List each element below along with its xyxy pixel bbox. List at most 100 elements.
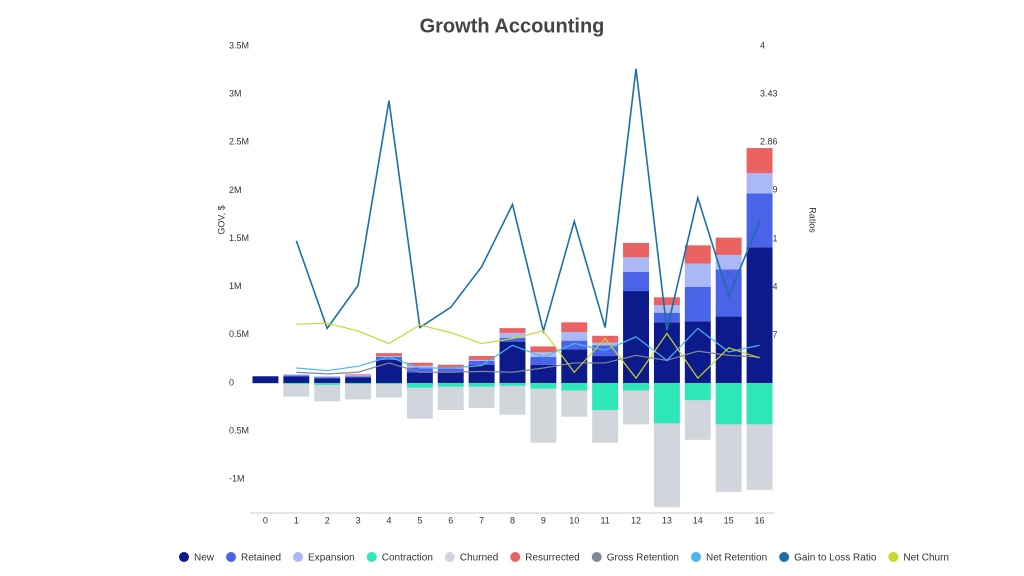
bar-segment: [684, 245, 711, 264]
x-tick-label: 11: [600, 515, 609, 525]
bar-segment: [684, 400, 711, 440]
legend-swatch: [591, 552, 602, 562]
bar-segment: [283, 383, 310, 384]
bar-segment: [345, 383, 372, 384]
bar-segment: [746, 424, 773, 490]
bar-segment: [592, 342, 619, 346]
bar-segment: [561, 331, 588, 341]
bar-segment: [623, 383, 649, 391]
legend: New Retained Expansion Contraction Churned Re…: [179, 552, 949, 564]
bar-segment: [499, 332, 526, 338]
bar-segment: [592, 356, 619, 384]
bar-segment: [746, 148, 773, 174]
legend-swatch: [226, 552, 237, 562]
bar-segment: [623, 271, 649, 292]
legend-label: Net Churn: [903, 553, 949, 564]
bar-segment: [345, 377, 372, 384]
y-axis-label: GOV, $: [216, 205, 226, 234]
bar-segment: [376, 353, 402, 357]
bar-segment: [561, 390, 588, 417]
y-tick-label: 3M: [229, 89, 242, 99]
bar-segment: [653, 297, 680, 306]
line: [295, 68, 761, 335]
bar-segment: [746, 383, 773, 425]
bar-segment: [715, 383, 742, 425]
legend-swatch: [444, 552, 455, 562]
y-tick-label: 2M: [229, 185, 242, 195]
bar-segment: [530, 346, 557, 353]
line: [296, 327, 760, 372]
x-tick-label: 12: [631, 515, 641, 525]
bar-segment: [283, 383, 310, 397]
y-tick-label: 0.5M: [229, 426, 249, 436]
bar-segment: [653, 423, 680, 508]
bar-segment: [715, 254, 742, 270]
bar-segment: [376, 359, 402, 384]
bar-segment: [376, 357, 402, 360]
bar-segment: [468, 360, 495, 365]
x-tick-label: 6: [448, 515, 453, 525]
x-tick-label: 2: [325, 515, 330, 525]
bar-segment: [345, 376, 372, 378]
x-tick-label: 16: [755, 515, 765, 525]
legend-swatch: [888, 552, 899, 562]
bar-segment: [468, 359, 495, 361]
y-tick-label: 3.5M: [229, 40, 249, 50]
bar-segment: [437, 364, 464, 368]
x-tick-label: 0: [263, 515, 268, 525]
bar-segment: [715, 237, 742, 255]
bar-segment: [406, 387, 433, 419]
bar-segment: [592, 383, 619, 410]
bar-segment: [437, 386, 464, 410]
bar-segment: [376, 383, 402, 384]
y-tick-label: 1M: [229, 281, 242, 291]
x-tick-label: 3: [356, 515, 361, 525]
bar-segment: [283, 374, 310, 376]
bar-segment: [314, 377, 341, 379]
legend-label: Churned: [460, 553, 498, 564]
bar-segment: [746, 173, 773, 194]
bar-segment: [468, 356, 495, 360]
bar-segment: [314, 378, 341, 384]
bar-segment: [653, 305, 680, 313]
bar-segment: [314, 383, 341, 385]
bar-segment: [653, 383, 680, 424]
y-tick-label: -1M: [229, 474, 245, 484]
bar-segment: [715, 424, 742, 492]
bar-segment: [437, 383, 464, 387]
bar-segment: [684, 286, 711, 322]
bar-segment: [499, 337, 526, 342]
bar-segment: [499, 385, 526, 415]
bar-segment: [252, 383, 279, 384]
bar-segment: [530, 352, 557, 358]
bar-segment: [530, 357, 557, 365]
chart-title: Growth Accounting: [420, 15, 605, 37]
legend-swatch: [179, 552, 189, 562]
bar-segment: [499, 328, 526, 333]
y2-tick-label: 4: [760, 40, 765, 50]
legend-swatch: [690, 552, 701, 562]
bar-segment: [252, 376, 279, 384]
x-tick-label: 7: [479, 515, 484, 525]
y2-tick-label: 3.43: [760, 88, 778, 98]
bar-segment: [530, 388, 557, 443]
bar-segment: [653, 322, 680, 384]
x-tick-label: 13: [662, 515, 672, 525]
bar-segment: [561, 322, 588, 332]
legend-label: Gross Retention: [607, 553, 679, 564]
bar-segment: [345, 383, 372, 400]
bar-segment: [592, 409, 619, 443]
x-tick-label: 5: [417, 515, 422, 525]
y2-tick-label: 2.86: [760, 136, 778, 146]
bar-segment: [684, 383, 711, 401]
x-tick-label: 15: [724, 515, 734, 525]
legend-label: New: [194, 553, 215, 564]
bar-segment: [561, 383, 588, 391]
bar-segment: [406, 367, 433, 373]
x-tick-label: 8: [510, 515, 515, 525]
y-tick-label: 2.5M: [229, 137, 249, 147]
bar-segment: [561, 349, 588, 384]
bar-segment: [406, 372, 433, 384]
bar-segment: [314, 376, 341, 378]
